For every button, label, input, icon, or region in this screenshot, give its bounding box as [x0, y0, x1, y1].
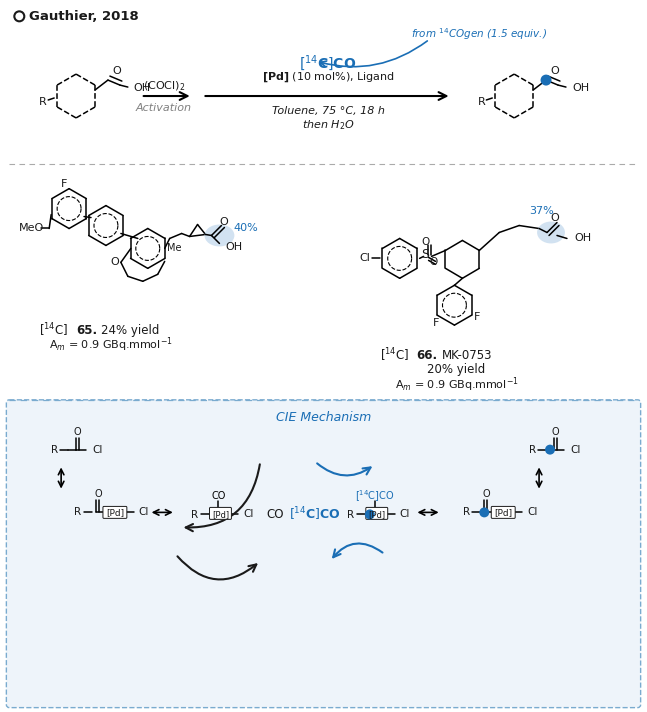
Circle shape — [540, 75, 551, 85]
Text: 66.: 66. — [417, 348, 438, 362]
Text: R: R — [191, 511, 198, 520]
Text: R: R — [529, 444, 536, 455]
Text: [Pd]: [Pd] — [494, 508, 512, 517]
Text: O: O — [111, 257, 119, 268]
Text: O: O — [94, 489, 102, 499]
Text: Cl: Cl — [527, 508, 538, 518]
Text: $[^{14}$C$]$CO: $[^{14}$C$]$CO — [289, 506, 341, 523]
Text: from $^{14}$COgen (1.5 equiv.): from $^{14}$COgen (1.5 equiv.) — [411, 26, 547, 42]
Text: R: R — [347, 511, 355, 520]
Text: Toluene, 75 °C, 18 h: Toluene, 75 °C, 18 h — [272, 106, 384, 116]
Text: 65.: 65. — [76, 323, 97, 337]
Text: [Pd]: [Pd] — [368, 510, 386, 519]
Text: O: O — [551, 426, 559, 436]
Text: $[^{14}$C$]$: $[^{14}$C$]$ — [39, 321, 69, 339]
Text: CO: CO — [212, 491, 226, 501]
Text: MeO: MeO — [19, 224, 45, 234]
Text: R: R — [463, 508, 470, 518]
Text: O: O — [483, 489, 490, 499]
Text: 40%: 40% — [234, 223, 258, 233]
FancyBboxPatch shape — [6, 400, 641, 708]
Text: [Pd]: [Pd] — [106, 508, 124, 517]
Text: (COCl)$_2$: (COCl)$_2$ — [142, 79, 185, 93]
Text: CO: CO — [267, 508, 284, 521]
Text: OH: OH — [134, 83, 151, 93]
Text: F: F — [433, 318, 440, 328]
Text: [Pd]: [Pd] — [212, 510, 229, 519]
Text: $[^{14}$C$]$CO: $[^{14}$C$]$CO — [300, 53, 356, 73]
Text: then H$_2$O: then H$_2$O — [302, 118, 355, 132]
Text: Cl: Cl — [570, 444, 580, 455]
FancyBboxPatch shape — [103, 506, 127, 518]
FancyBboxPatch shape — [210, 508, 232, 519]
Text: O: O — [430, 257, 437, 268]
Text: Cl: Cl — [400, 509, 410, 519]
FancyBboxPatch shape — [491, 506, 515, 518]
Text: A$_m$ = 0.9 GBq.mmol$^{-1}$: A$_m$ = 0.9 GBq.mmol$^{-1}$ — [49, 336, 173, 355]
Text: Activation: Activation — [136, 103, 192, 113]
Text: CIE Mechanism: CIE Mechanism — [276, 412, 371, 424]
Text: R: R — [74, 508, 82, 518]
Text: O: O — [551, 213, 560, 223]
Text: 24% yield: 24% yield — [101, 323, 159, 337]
Text: OH: OH — [574, 234, 591, 244]
Circle shape — [365, 509, 375, 519]
Text: O: O — [551, 66, 560, 76]
Text: $\mathbf{[Pd]}$ (10 mol%), Ligand: $\mathbf{[Pd]}$ (10 mol%), Ligand — [261, 70, 395, 84]
Text: R: R — [50, 444, 58, 455]
Text: Cl: Cl — [359, 253, 370, 263]
Text: O: O — [219, 216, 228, 226]
Text: F: F — [474, 312, 481, 322]
Text: R: R — [477, 97, 485, 107]
Text: Cl: Cl — [243, 509, 254, 519]
Text: R: R — [39, 97, 47, 107]
Text: MK-0753: MK-0753 — [441, 348, 492, 362]
Text: A$_m$ = 0.9 GBq.mmol$^{-1}$: A$_m$ = 0.9 GBq.mmol$^{-1}$ — [395, 376, 518, 394]
Circle shape — [479, 508, 489, 518]
FancyBboxPatch shape — [366, 508, 388, 519]
Text: F: F — [61, 179, 67, 189]
Text: OH: OH — [225, 242, 243, 253]
Text: Gauthier, 2018: Gauthier, 2018 — [29, 10, 139, 23]
Ellipse shape — [204, 224, 234, 246]
Text: O: O — [113, 66, 121, 76]
Text: 37%: 37% — [529, 206, 554, 216]
Text: Cl: Cl — [139, 508, 149, 518]
Circle shape — [545, 445, 555, 455]
Text: $[^{14}$C$]$: $[^{14}$C$]$ — [380, 346, 410, 364]
Text: Cl: Cl — [92, 444, 102, 455]
Text: $[^{14}$C$]$CO: $[^{14}$C$]$CO — [355, 488, 395, 504]
Text: Me: Me — [168, 244, 182, 253]
Text: S: S — [422, 248, 430, 261]
Text: OH: OH — [572, 83, 589, 93]
Text: O: O — [421, 237, 430, 248]
Ellipse shape — [537, 221, 565, 244]
Text: 20% yield: 20% yield — [427, 363, 485, 377]
Text: O: O — [73, 426, 81, 436]
